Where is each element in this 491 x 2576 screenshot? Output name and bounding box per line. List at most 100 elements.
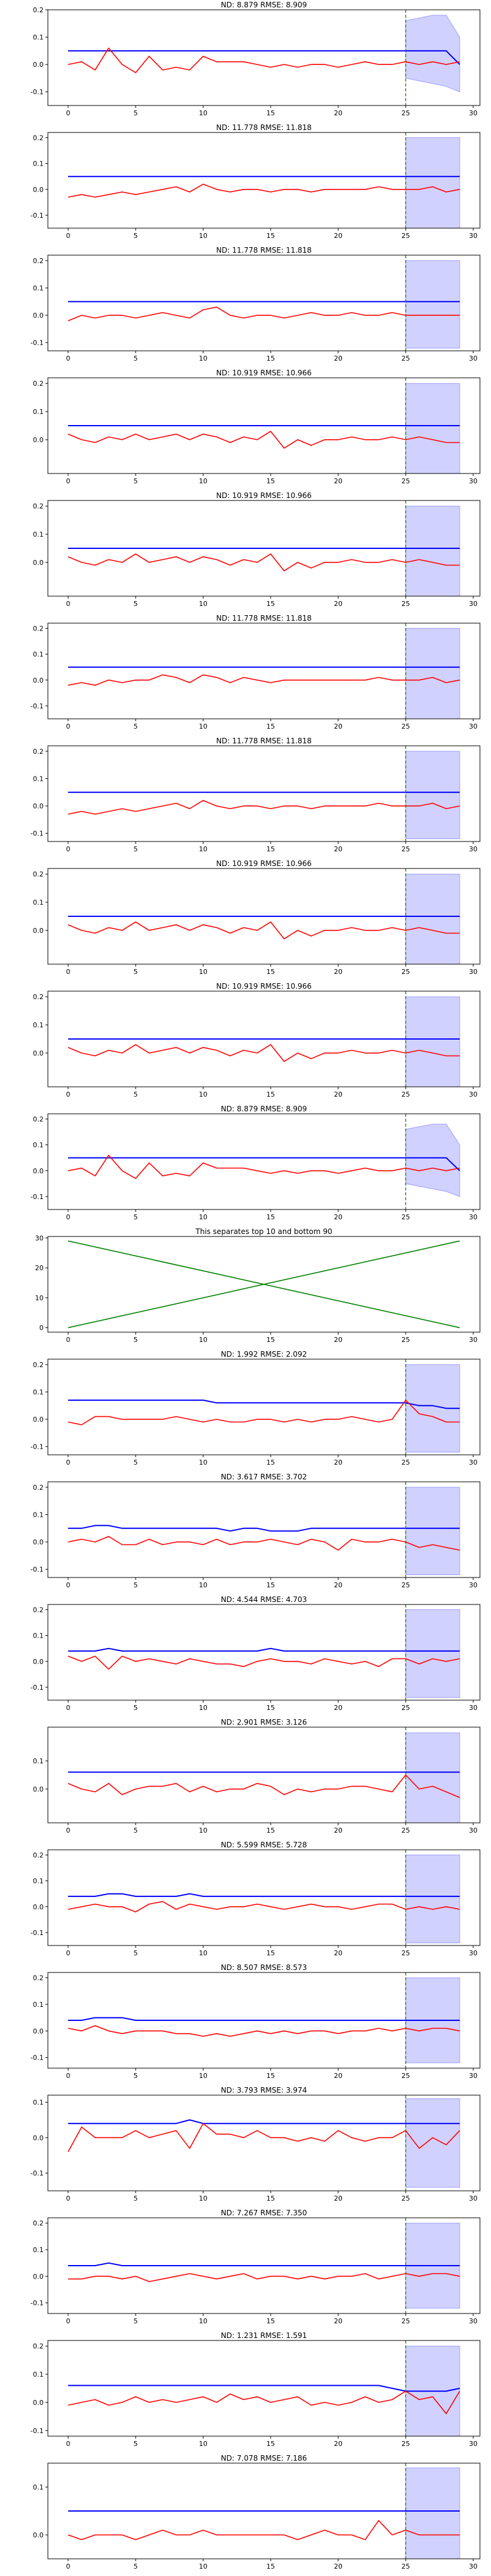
chart-16-x-tick-label-0: 0: [66, 1949, 71, 1957]
chart-12-x-tick-label-5: 5: [134, 1459, 138, 1466]
chart-panel-10: ND: 8.879 RMSE: 8.909 0 5 10 15 20 25 30 -0.1 0.0…: [31, 1105, 481, 1221]
chart-4-x-tick-label-20: 20: [334, 477, 342, 485]
chart-panel-4: ND: 10.919 RMSE: 10.966 0 5 10 15 20 25 30 0.0 0.…: [33, 369, 481, 485]
chart-13-axes-frame: [47, 1481, 481, 1578]
chart-2-y-tick-label-3: 0.2: [33, 134, 44, 142]
chart-11-axes-frame: [47, 1236, 481, 1333]
chart-3-y-tick-label-3: 0.2: [33, 257, 44, 265]
chart-17-y-tick-label-3: 0.2: [33, 1974, 44, 1982]
chart-1-x-tick-label-20: 20: [334, 109, 342, 117]
chart-1-forecast-line-1: [68, 50, 460, 65]
chart-7-title: ND: 11.778 RMSE: 11.818: [216, 737, 312, 745]
chart-20-x-tick-label-0: 0: [66, 2440, 71, 2448]
chart-18-x-tick-label-30: 30: [469, 2195, 477, 2202]
chart-1-x-tick-label-30: 30: [469, 109, 477, 117]
chart-6-y-tick-label-3: 0.2: [33, 624, 44, 632]
chart-12-x-tick-label-0: 0: [66, 1459, 71, 1466]
chart-21-actual-line-2: [68, 2520, 460, 2540]
chart-17-forecast-line-1: [68, 2017, 460, 2021]
chart-20-title: ND: 1.231 RMSE: 1.591: [221, 2331, 307, 2340]
chart-9-x-tick-label-25: 25: [401, 1091, 410, 1098]
chart-10-prediction-interval: [405, 1124, 460, 1197]
chart-7-x-tick-label-30: 30: [469, 845, 477, 853]
chart-1-y-tick-label-0: -0.1: [31, 88, 44, 96]
chart-7-x-tick-label-20: 20: [334, 845, 342, 853]
chart-panel-7: ND: 11.778 RMSE: 11.818 0 5 10 15 20 25 30 -0.1 0…: [31, 737, 481, 853]
chart-17-y-tick-label-0: -0.1: [31, 2054, 44, 2062]
chart-4-x-tick-label-0: 0: [66, 477, 71, 485]
chart-9-title: ND: 10.919 RMSE: 10.966: [216, 982, 312, 991]
chart-14-x-tick-label-30: 30: [469, 1704, 477, 1712]
chart-2-prediction-interval: [405, 137, 460, 229]
chart-6-y-tick-label-2: 0.1: [33, 651, 44, 659]
chart-7-actual-line-2: [68, 800, 460, 815]
chart-6-y-tick-label-0: -0.1: [31, 702, 44, 710]
chart-2-y-tick-label-2: 0.1: [33, 160, 44, 168]
chart-13-forecast-line-1: [68, 1525, 460, 1532]
chart-14-x-tick-label-20: 20: [334, 1704, 342, 1712]
chart-5-x-tick-label-30: 30: [469, 600, 477, 608]
chart-17-x-tick-label-15: 15: [266, 2072, 275, 2080]
chart-8-x-tick-label-10: 10: [199, 968, 207, 976]
chart-1-actual-line-2: [68, 47, 460, 74]
chart-17-actual-line-2: [68, 2025, 460, 2037]
chart-14-title: ND: 4.544 RMSE: 4.703: [221, 1595, 307, 1604]
chart-20-x-tick-label-25: 25: [401, 2440, 410, 2448]
chart-4-prediction-interval: [405, 383, 460, 474]
chart-12-y-tick-label-1: 0.0: [33, 1416, 44, 1424]
chart-15-x-tick-label-0: 0: [66, 1827, 71, 1834]
chart-12-x-tick-label-10: 10: [199, 1459, 207, 1466]
chart-3-x-tick-label-20: 20: [334, 355, 342, 362]
chart-18-prediction-interval: [405, 2098, 460, 2188]
chart-panel-3: ND: 11.778 RMSE: 11.818 0 5 10 15 20 25 30 -0.1 0…: [31, 246, 481, 362]
chart-15-y-tick-label-0: 0.0: [33, 1785, 44, 1793]
chart-21-x-tick-label-5: 5: [134, 2563, 138, 2570]
chart-2-x-tick-label-30: 30: [469, 232, 477, 240]
chart-12-y-tick-label-0: -0.1: [31, 1443, 44, 1451]
chart-19-x-tick-label-0: 0: [66, 2317, 71, 2325]
chart-9-y-tick-label-2: 0.2: [33, 993, 44, 1001]
chart-4-x-tick-label-25: 25: [401, 477, 410, 485]
chart-8-actual-line-2: [68, 921, 460, 940]
chart-15-actual-line-2: [68, 1774, 460, 1798]
chart-16-x-tick-label-20: 20: [334, 1949, 342, 1957]
chart-7-y-tick-label-2: 0.1: [33, 775, 44, 783]
chart-13-actual-line-2: [68, 1536, 460, 1551]
chart-5-x-tick-label-5: 5: [134, 600, 138, 608]
chart-17-x-tick-label-10: 10: [199, 2072, 207, 2080]
chart-19-y-tick-label-1: 0.0: [33, 2272, 44, 2280]
chart-17-x-tick-label-25: 25: [401, 2072, 410, 2080]
chart-15-prediction-interval: [405, 1732, 460, 1823]
chart-10-y-tick-label-2: 0.1: [33, 1141, 44, 1149]
chart-panel-5: ND: 10.919 RMSE: 10.966 0 5 10 15 20 25 30 0.0 0.…: [33, 491, 481, 608]
chart-7-x-tick-label-10: 10: [199, 845, 207, 853]
chart-6-x-tick-label-5: 5: [134, 723, 138, 730]
chart-11-y-tick-label-1: 10: [35, 1294, 44, 1302]
chart-2-axes-frame: [47, 132, 481, 229]
chart-19-actual-line-2: [68, 2273, 460, 2282]
chart-4-axes-frame: [47, 377, 481, 474]
chart-12-prediction-interval: [405, 1364, 460, 1452]
chart-17-x-tick-label-5: 5: [134, 2072, 138, 2080]
chart-14-axes-frame: [47, 1604, 481, 1701]
chart-11-x-tick-label-25: 25: [401, 1336, 410, 1344]
chart-21-title: ND: 7.078 RMSE: 7.186: [221, 2454, 307, 2463]
chart-10-actual-line-2: [68, 1154, 460, 1179]
chart-21-y-tick-label-1: 0.1: [33, 2483, 44, 2491]
chart-10-title: ND: 8.879 RMSE: 8.909: [221, 1105, 307, 1113]
chart-20-y-tick-label-0: -0.1: [31, 2427, 44, 2435]
chart-12-x-tick-label-20: 20: [334, 1459, 342, 1466]
chart-21-x-tick-label-0: 0: [66, 2563, 71, 2570]
chart-16-y-tick-label-0: -0.1: [31, 1929, 44, 1937]
chart-20-y-tick-label-1: 0.0: [33, 2399, 44, 2407]
chart-18-title: ND: 3.793 RMSE: 3.974: [221, 2086, 307, 2095]
chart-16-x-tick-label-25: 25: [401, 1949, 410, 1957]
chart-18-actual-line-2: [68, 2123, 460, 2152]
chart-11-x-tick-label-15: 15: [266, 1336, 275, 1344]
chart-14-prediction-interval: [405, 1609, 460, 1698]
chart-20-x-tick-label-30: 30: [469, 2440, 477, 2448]
chart-6-x-tick-label-30: 30: [469, 723, 477, 730]
chart-14-y-tick-label-3: 0.2: [33, 1606, 44, 1614]
chart-15-x-tick-label-15: 15: [266, 1827, 275, 1834]
chart-13-y-tick-label-1: 0.0: [33, 1538, 44, 1546]
